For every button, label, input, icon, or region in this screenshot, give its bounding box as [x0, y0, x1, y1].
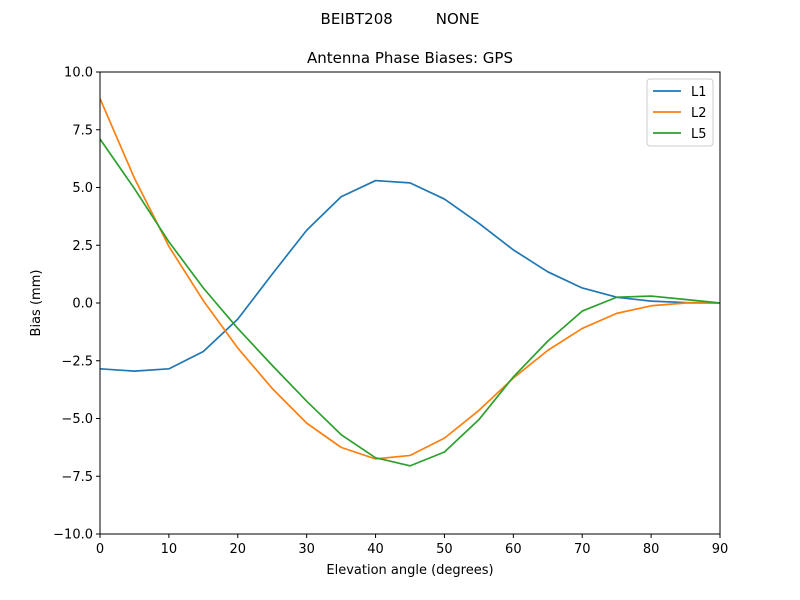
legend-label-l1: L1 — [691, 85, 707, 100]
x-tick-label: 10 — [161, 542, 178, 557]
legend-label-l5: L5 — [691, 127, 707, 142]
chart-title: Antenna Phase Biases: GPS — [307, 49, 513, 67]
x-tick-label: 80 — [643, 542, 660, 557]
x-tick-label: 20 — [230, 542, 247, 557]
y-tick-label: −2.5 — [61, 354, 93, 369]
series-line-l2 — [99, 98, 720, 460]
plot-frame — [99, 71, 721, 535]
series-line-l1 — [99, 179, 721, 372]
y-tick-label: 2.5 — [72, 239, 93, 254]
y-tick-label: 10.0 — [64, 66, 93, 81]
y-axis-label: Bias (mm) — [29, 270, 44, 337]
x-tick-label: 40 — [367, 542, 384, 557]
x-tick-label: 60 — [505, 542, 522, 557]
y-tick-label: −10.0 — [53, 528, 93, 543]
legend: L1 L2 L5 — [646, 78, 714, 147]
y-tick-label: −7.5 — [61, 470, 93, 485]
axis-ticks: 0 10 20 30 40 50 60 70 80 90 −10.0 −7.5 −5.0 −2.5 0.0 2… — [53, 66, 728, 558]
y-tick-label: 7.5 — [72, 123, 93, 138]
x-tick-label: 30 — [298, 542, 315, 557]
plot-lines — [99, 98, 721, 467]
x-tick-label: 0 — [96, 542, 104, 557]
x-tick-label: 70 — [574, 542, 591, 557]
x-tick-label: 90 — [712, 542, 729, 557]
y-tick-label: 0.0 — [72, 297, 93, 312]
chart-suptitle: BEIBT208 NONE — [321, 10, 480, 28]
y-tick-label: −5.0 — [61, 412, 93, 427]
y-tick-label: 5.0 — [72, 181, 93, 196]
x-axis-label: Elevation angle (degrees) — [326, 563, 493, 578]
legend-label-l2: L2 — [691, 106, 707, 121]
x-tick-label: 50 — [436, 542, 453, 557]
series-line-l5 — [99, 138, 721, 467]
